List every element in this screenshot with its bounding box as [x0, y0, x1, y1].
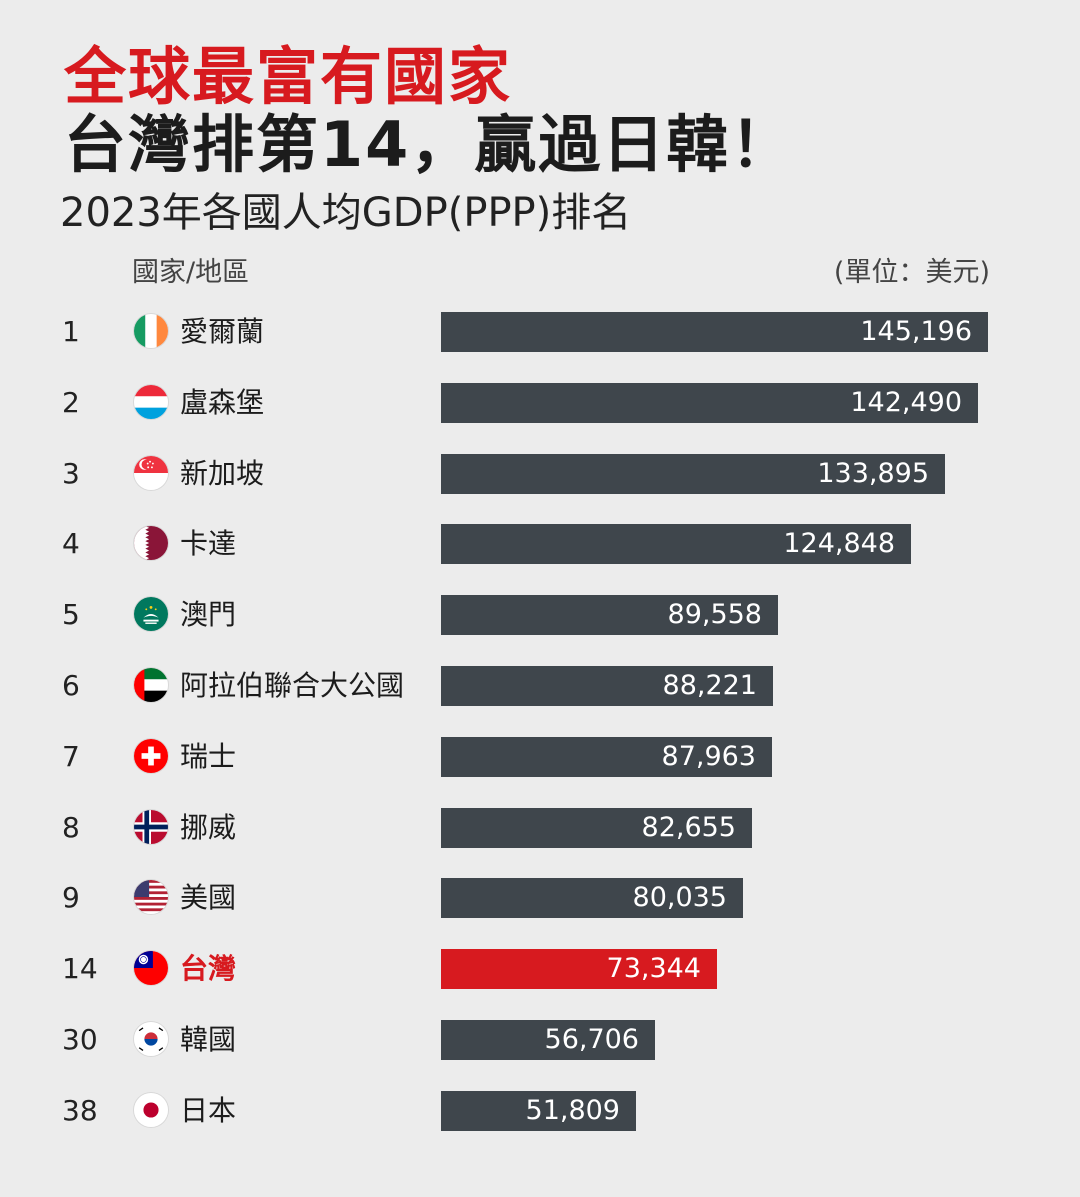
bar: 56,706	[441, 1020, 655, 1060]
korea-flag-icon	[134, 1022, 168, 1056]
value-label: 133,895	[817, 457, 929, 489]
chart-row: 8 挪威 82,655	[0, 807, 1080, 848]
qatar-flag-icon	[134, 526, 168, 561]
bar: 124,848	[441, 524, 911, 565]
value-label: 89,558	[667, 599, 762, 631]
chart-subtitle: 2023年各國人均GDP(PPP)排名	[60, 190, 632, 236]
bar: 89,558	[441, 595, 778, 636]
rank-label: 7	[62, 739, 80, 773]
rank-label: 1	[62, 315, 80, 348]
singapore-flag-icon	[134, 455, 168, 490]
bar: 145,196	[441, 312, 988, 352]
switzerland-flag-icon	[134, 738, 168, 773]
value-label: 145,196	[860, 316, 972, 347]
chart-row: 1 愛爾蘭 145,196	[0, 312, 1080, 352]
country-label: 韓國	[180, 1023, 237, 1056]
title-line-1: 全球最富有國家	[64, 40, 513, 113]
country-label: 瑞士	[180, 739, 237, 773]
japan-flag-icon	[134, 1092, 168, 1127]
chart-row: 9 美國 80,035	[0, 878, 1080, 919]
value-label: 142,490	[850, 386, 962, 418]
chart-row: 14 台灣 73,344	[0, 949, 1080, 990]
chart-row: 6 阿拉伯聯合大公國 88,221	[0, 666, 1080, 706]
uae-flag-icon	[134, 668, 168, 702]
country-label: 新加坡	[180, 456, 265, 490]
value-label: 82,655	[641, 811, 736, 843]
value-label: 88,221	[662, 670, 757, 701]
bar: 88,221	[441, 666, 773, 706]
ireland-flag-icon	[134, 314, 168, 348]
chart-row: 2 盧森堡 142,490	[0, 382, 1080, 423]
rank-label: 30	[62, 1023, 98, 1056]
bar: 133,895	[441, 453, 945, 494]
value-label: 56,706	[544, 1024, 639, 1055]
country-label: 卡達	[180, 527, 237, 561]
value-label: 124,848	[783, 528, 895, 560]
country-label: 挪威	[180, 810, 237, 844]
rank-label: 8	[62, 810, 80, 844]
bar: 73,344	[441, 949, 717, 990]
chart-row: 4 卡達 124,848	[0, 524, 1080, 565]
country-label: 盧森堡	[180, 385, 265, 419]
country-label: 美國	[180, 881, 237, 915]
rank-label: 9	[62, 881, 80, 915]
country-label: 台灣	[180, 952, 237, 986]
rank-label: 38	[62, 1093, 98, 1127]
chart-row: 38 日本 51,809	[0, 1090, 1080, 1131]
bar: 80,035	[441, 878, 743, 919]
taiwan-flag-icon	[134, 951, 168, 986]
chart-row: 30 韓國 56,706	[0, 1020, 1080, 1060]
bar: 142,490	[441, 382, 978, 423]
chart-row: 7 瑞士 87,963	[0, 736, 1080, 777]
rank-label: 4	[62, 527, 80, 561]
norway-flag-icon	[134, 809, 168, 844]
rank-label: 5	[62, 598, 80, 632]
luxembourg-flag-icon	[134, 384, 168, 419]
rank-label: 3	[62, 456, 80, 490]
value-label: 87,963	[661, 740, 756, 772]
value-label: 73,344	[606, 953, 701, 985]
rank-label: 14	[62, 952, 98, 986]
rank-label: 2	[62, 385, 80, 419]
country-label: 阿拉伯聯合大公國	[180, 669, 405, 702]
column-label: 國家/地區	[132, 257, 250, 288]
value-label: 51,809	[525, 1094, 620, 1126]
rank-label: 6	[62, 669, 80, 702]
unit-label: (單位：美元)	[833, 257, 990, 288]
title-line-2: 台灣排第14，贏過日韓！	[64, 108, 795, 181]
country-label: 澳門	[180, 598, 237, 632]
bar: 51,809	[441, 1090, 636, 1131]
bar: 87,963	[441, 736, 772, 777]
bar: 82,655	[441, 807, 752, 848]
country-label: 愛爾蘭	[180, 315, 265, 348]
chart-row: 5 澳門 89,558	[0, 595, 1080, 636]
value-label: 80,035	[632, 882, 727, 914]
macau-flag-icon	[134, 597, 168, 632]
chart-row: 3 新加坡 133,895	[0, 453, 1080, 494]
country-label: 日本	[180, 1093, 237, 1127]
usa-flag-icon	[134, 880, 168, 915]
